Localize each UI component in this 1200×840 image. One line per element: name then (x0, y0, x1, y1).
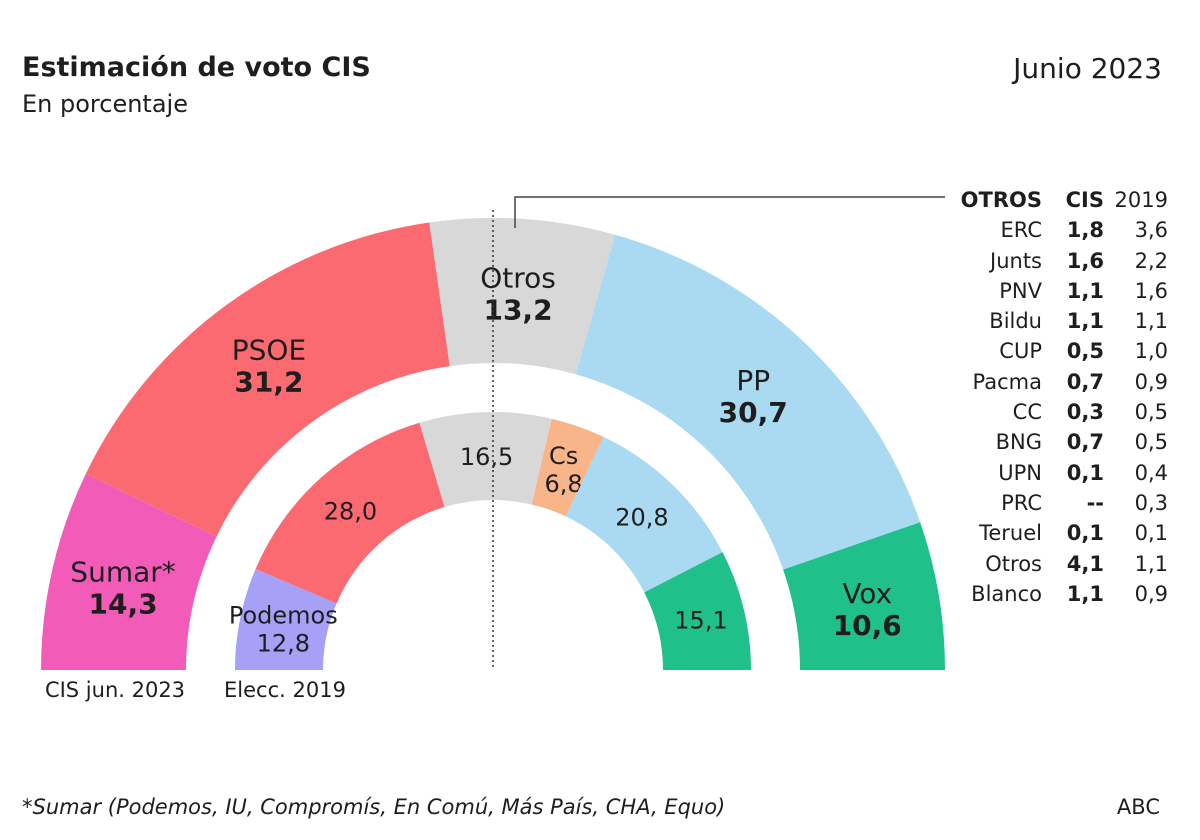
table-cell: 0,3 (1134, 490, 1168, 515)
data-label: 14,3 (88, 587, 157, 620)
data-label: 12,8 (257, 629, 310, 657)
slice-name-label: Podemos (229, 601, 338, 629)
slice-name-label: PP (736, 364, 770, 397)
table-row: UPN 0,1 0,4 (940, 458, 1168, 488)
slice-name-label: Sumar* (70, 555, 175, 588)
table-row: PRC -- 0,3 (940, 488, 1168, 518)
table-cell: 1,1 (1134, 551, 1168, 576)
table-cell: 4,1 (1066, 551, 1104, 576)
slice-name-label: Vox (842, 577, 892, 610)
table-cell: PNV (999, 278, 1042, 303)
data-label: 31,2 (234, 366, 303, 399)
ring-caption: Elecc. 2019 (224, 678, 346, 702)
slice-1-4 (565, 436, 723, 593)
table-cell: 0,1 (1134, 521, 1168, 546)
slice-1-2 (419, 412, 552, 508)
data-label: 13,2 (483, 293, 552, 326)
table-cell: Blanco (971, 581, 1042, 606)
table-cell: 1,1 (1066, 278, 1104, 303)
table-row: BNG 0,7 0,5 (940, 427, 1168, 457)
table-cell: 0,1 (1066, 521, 1104, 546)
chart-title: Estimación de voto CIS (22, 52, 371, 83)
chart-subtitle: En porcentaje (22, 90, 188, 118)
data-label: 20,8 (615, 503, 668, 531)
slice-name-label: Cs (549, 442, 578, 470)
slice-0-1 (85, 222, 450, 537)
table-cell: Bildu (989, 309, 1042, 334)
table-cell: 0,7 (1066, 430, 1104, 455)
slice-0-0 (41, 473, 217, 670)
table-cell: 0,1 (1066, 460, 1104, 485)
data-label: 30,7 (719, 396, 788, 429)
table-cell: 1,1 (1066, 309, 1104, 334)
table-cell: CC (1012, 400, 1042, 425)
table-cell: 1,6 (1066, 248, 1104, 273)
table-cell: 0,5 (1134, 400, 1168, 425)
data-label: 6,8 (545, 470, 583, 498)
table-row: CUP 0,5 1,0 (940, 336, 1168, 366)
table-cell: 0,3 (1066, 400, 1104, 425)
table-cell: 2,2 (1134, 248, 1168, 273)
column-header: OTROS (960, 188, 1042, 212)
table-row: Teruel 0,1 0,1 (940, 518, 1168, 548)
table-row: Otros 4,1 1,1 (940, 549, 1168, 579)
table-row: Blanco 1,1 0,9 (940, 579, 1168, 609)
table-cell: BNG (995, 430, 1042, 455)
table-cell: Pacma (972, 369, 1042, 394)
table-cell: PRC (1001, 490, 1042, 515)
column-header: 2019 (1114, 188, 1168, 212)
slice-1-5 (644, 552, 751, 670)
table-cell: 0,7 (1066, 369, 1104, 394)
data-label: 15,1 (674, 607, 727, 635)
otros-leader-line (514, 196, 945, 228)
chart-date: Junio 2023 (1013, 52, 1162, 85)
table-cell: Teruel (979, 521, 1042, 546)
table-row: PNV 1,1 1,6 (940, 276, 1168, 306)
data-label: 28,0 (324, 497, 377, 525)
table-cell: Otros (985, 551, 1042, 576)
table-cell: Junts (990, 248, 1042, 273)
table-cell: 0,5 (1134, 430, 1168, 455)
table-cell: 0,9 (1134, 581, 1168, 606)
footnote: *Sumar (Podemos, IU, Compromís, En Comú,… (22, 795, 726, 819)
table-cell: 1,6 (1134, 278, 1168, 303)
table-cell: 0,5 (1066, 339, 1104, 364)
table-cell: 1,0 (1134, 339, 1168, 364)
table-cell: CUP (999, 339, 1042, 364)
ring-caption: CIS jun. 2023 (45, 678, 185, 702)
table-cell: UPN (998, 460, 1042, 485)
slice-0-2 (429, 217, 616, 375)
table-cell: 3,6 (1134, 218, 1168, 243)
table-row: Bildu 1,1 1,1 (940, 306, 1168, 336)
table-cell: -- (1086, 490, 1104, 515)
slice-1-0 (235, 569, 337, 670)
table-row: Junts 1,6 2,2 (940, 246, 1168, 276)
table-cell: 0,9 (1134, 369, 1168, 394)
source: ABC (1116, 795, 1160, 819)
table-row: ERC 1,8 3,6 (940, 215, 1168, 245)
table-cell: 1,1 (1066, 581, 1104, 606)
table-cell: 1,8 (1066, 218, 1104, 243)
data-label: 10,6 (833, 609, 902, 642)
slice-0-3 (575, 234, 921, 570)
slice-1-3 (531, 418, 604, 517)
slice-1-1 (255, 422, 445, 604)
table-cell: 1,1 (1134, 309, 1168, 334)
otros-table: OTROS CIS 2019 ERC 1,8 3,6 Junts 1,6 2,2 PNV 1,1 1,… (940, 185, 1168, 609)
table-row: Pacma 0,7 0,9 (940, 367, 1168, 397)
slice-name-label: Otros (480, 261, 556, 294)
table-row: CC 0,3 0,5 (940, 397, 1168, 427)
column-header: CIS (1065, 188, 1104, 212)
slice-0-4 (783, 522, 945, 670)
table-cell: 0,4 (1134, 460, 1168, 485)
table-header: OTROS CIS 2019 (940, 185, 1168, 215)
slice-name-label: PSOE (232, 334, 306, 367)
data-label: 16,5 (460, 443, 513, 471)
table-cell: ERC (1000, 218, 1042, 243)
